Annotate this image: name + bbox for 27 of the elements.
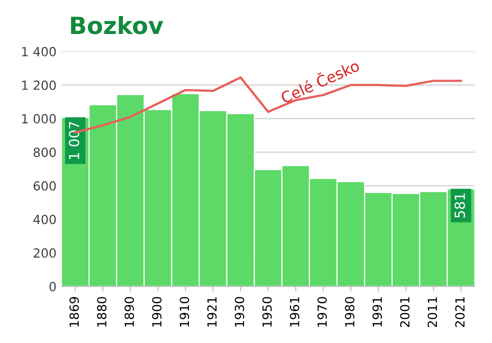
chart-title: Bozkov	[71, 16, 164, 34]
x-tick-label: 1980	[344, 296, 354, 327]
text: Celé Česko	[278, 57, 360, 104]
y-tick-label: 0	[50, 282, 56, 292]
x-tick-label: 2001	[400, 297, 410, 328]
x-tick-label: 1921	[207, 297, 217, 327]
data-label: 581	[454, 194, 466, 218]
data-label: 1 007	[68, 122, 80, 159]
x-tick-label: 1880	[97, 296, 106, 327]
y-tick-label: 1 000	[22, 114, 56, 124]
x-tick-label: 1991	[372, 297, 382, 327]
y-tick-label: 1 200	[22, 80, 56, 90]
x-tick-label: 1890	[124, 296, 134, 327]
x-tick-label: 1900	[152, 296, 162, 327]
x-tick-label: 1869	[69, 297, 79, 327]
x-tick-label: 1930	[234, 296, 244, 327]
y-tick-label: 600	[34, 181, 56, 191]
x-tick-label: 2021	[455, 297, 465, 328]
y-tick-label: 1 400	[22, 46, 56, 56]
x-tick-label: 1970	[317, 296, 327, 327]
y-tick-label: 400	[33, 214, 56, 224]
y-tick-label: 800	[34, 148, 56, 158]
x-tick-label: 1910	[180, 296, 190, 327]
x-tick-label: 1961	[290, 297, 300, 327]
y-tick-label: 200	[34, 248, 56, 258]
x-tick-label: 2011	[428, 297, 438, 328]
x-tick-label: 1950	[262, 296, 272, 327]
